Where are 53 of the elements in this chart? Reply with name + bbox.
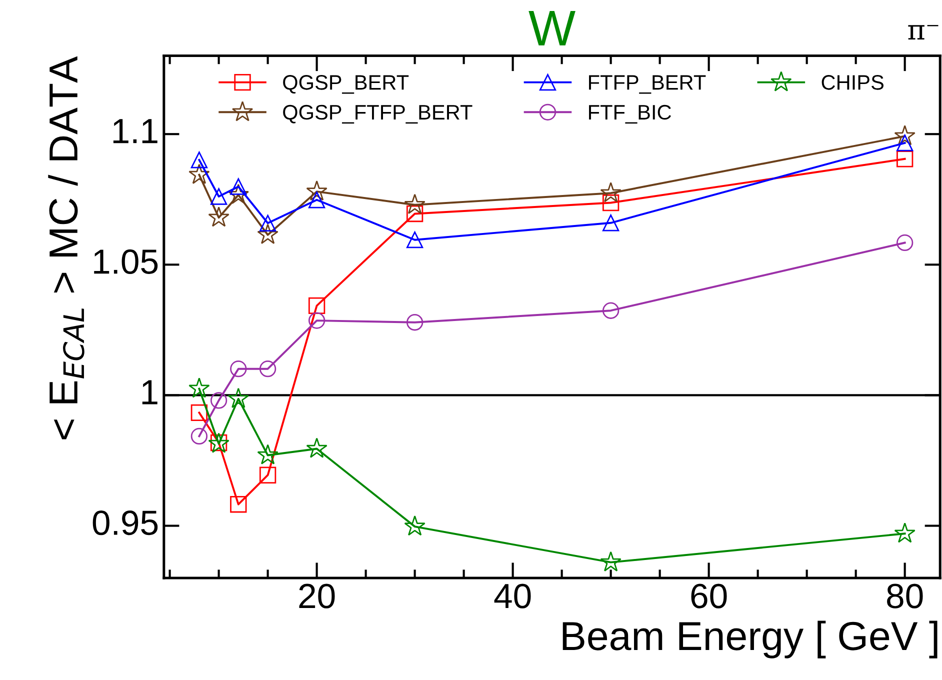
point (208, 206, 230, 227)
point (406, 232, 424, 248)
point (308, 297, 326, 314)
point (210, 392, 228, 409)
point (602, 302, 620, 319)
y-tick-label: 0.95 (92, 510, 158, 536)
point (896, 150, 914, 168)
legend-label: FTFP_BERT (589, 75, 706, 94)
point (306, 180, 328, 201)
y-tick-label: 1 (142, 380, 158, 404)
point (188, 164, 210, 184)
point (602, 214, 620, 232)
legend-label: QGSP_BERT (283, 75, 409, 94)
point (190, 404, 208, 422)
point (230, 360, 247, 378)
point (894, 125, 916, 146)
text: π⁻ (908, 24, 938, 40)
point (210, 188, 228, 205)
point (404, 515, 426, 536)
x-tick-label: 20 (299, 584, 335, 608)
point (600, 551, 622, 572)
point (190, 152, 208, 168)
point (228, 184, 249, 204)
legend-label: CHIPS (822, 75, 884, 90)
x-tick-label: 60 (691, 584, 727, 608)
legend-label: QGSP_FTFP_BERT (283, 104, 472, 124)
chart-title: W (528, 10, 576, 46)
point (600, 182, 622, 202)
legend-label: FTF_BIC (589, 104, 672, 124)
y-tick-label: 1.1 (113, 119, 158, 144)
point (406, 205, 424, 222)
point (188, 378, 210, 398)
x-tick-label: 40 (494, 584, 531, 608)
x-axis-title: Beam Energy [ GeV ] (562, 620, 938, 658)
y-axis-title: < E$_{ECAL}$ > MC / DATA (48, 56, 84, 440)
point (406, 314, 424, 331)
point (308, 192, 326, 208)
point (602, 194, 620, 212)
point (230, 496, 247, 513)
point (259, 214, 276, 232)
point (308, 312, 326, 329)
point (259, 466, 276, 484)
point (404, 194, 426, 214)
point (228, 388, 249, 408)
point (259, 360, 276, 378)
point (257, 444, 278, 464)
point (894, 522, 916, 543)
point (306, 438, 328, 458)
point (190, 428, 208, 445)
x-tick-label: 80 (887, 584, 923, 608)
point (257, 224, 278, 244)
point (896, 234, 914, 252)
y-tick-label: 1.05 (94, 249, 158, 274)
